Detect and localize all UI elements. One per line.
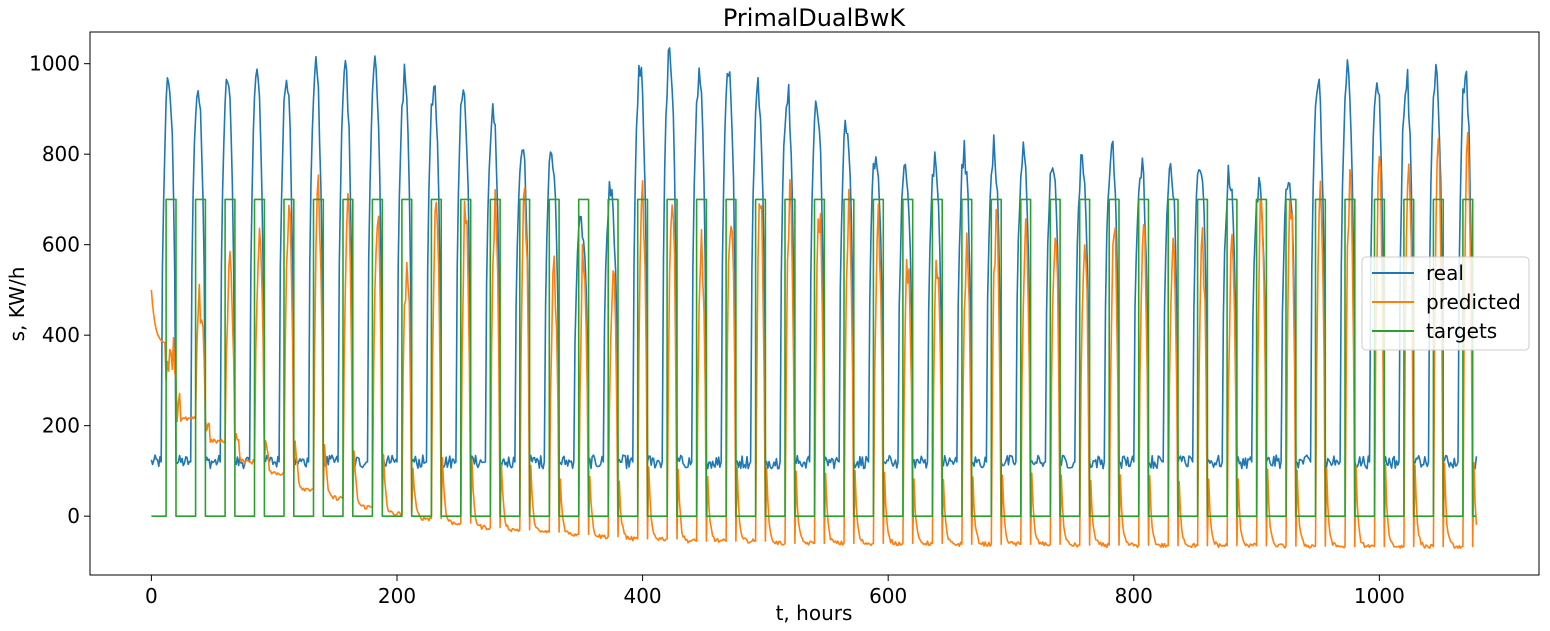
legend-label-predicted: predicted (1426, 290, 1521, 314)
x-tick-label: 1000 (1354, 584, 1405, 608)
chart-title: PrimalDualBwK (723, 4, 907, 32)
legend-box (1361, 256, 1530, 351)
y-tick-label: 0 (67, 504, 80, 528)
y-tick-label: 800 (42, 142, 80, 166)
y-tick-label: 600 (42, 233, 80, 257)
x-axis: 0 200 400 600 800 1000 (145, 575, 1405, 608)
series-layer (150, 47, 1478, 549)
y-tick-label: 1000 (29, 52, 80, 76)
x-axis-label: t, hours (776, 601, 853, 625)
y-axis: 0 200 400 600 800 1000 (29, 52, 90, 528)
plot-frame (89, 31, 1540, 576)
legend: real predicted targets (1361, 256, 1530, 351)
y-axis-label: s, KW/h (5, 267, 29, 342)
x-tick-label: 0 (145, 584, 158, 608)
x-tick-label: 200 (378, 584, 416, 608)
plot-area (89, 31, 1540, 576)
legend-label-targets: targets (1426, 319, 1497, 343)
y-tick-label: 400 (42, 323, 80, 347)
x-tick-label: 600 (869, 584, 907, 608)
x-tick-label: 400 (623, 584, 661, 608)
legend-label-real: real (1426, 261, 1464, 285)
series-line-targets (151, 198, 1477, 517)
series-line-real (150, 47, 1478, 470)
y-tick-label: 200 (42, 414, 80, 438)
x-tick-label: 800 (1115, 584, 1153, 608)
